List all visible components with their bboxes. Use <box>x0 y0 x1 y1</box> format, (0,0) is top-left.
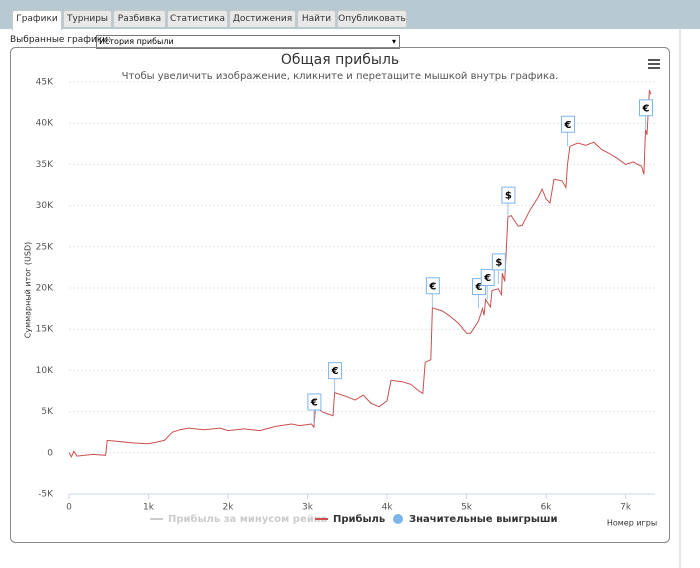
y-tick-label: -5K <box>38 490 54 500</box>
flag-label: € <box>310 397 318 408</box>
x-tick-label: 4k <box>382 503 394 513</box>
flag-label: $ <box>505 191 512 202</box>
flag: € <box>480 269 495 300</box>
x-tick-label: 1k <box>143 503 155 513</box>
x-axis-title: Номер игры <box>607 519 657 528</box>
legend-label: Прибыль <box>333 513 385 525</box>
legend-symbol <box>393 514 403 524</box>
tab[interactable]: Статистика <box>167 10 228 27</box>
x-tick-label: 5k <box>461 503 473 513</box>
flag-box <box>425 277 440 295</box>
flag: € <box>561 115 576 147</box>
flag: € <box>638 99 653 130</box>
flag: € <box>425 277 440 308</box>
tab[interactable]: Найти <box>297 10 336 27</box>
y-tick-label: 45K <box>36 78 54 88</box>
flag-box <box>491 253 506 271</box>
tab[interactable]: Графики <box>12 10 62 30</box>
chart-frame <box>10 47 670 543</box>
legend-label: Значительные выигрыши <box>409 514 558 525</box>
flag-box <box>501 186 516 204</box>
y-tick-label: 0 <box>47 448 53 458</box>
chart-title: Общая прибыль <box>281 52 399 68</box>
flag-label: € <box>483 273 491 284</box>
flag-box <box>328 362 343 380</box>
tab[interactable]: Турниры <box>63 10 112 27</box>
flag-label: € <box>428 281 436 292</box>
flag-box <box>638 99 653 117</box>
flag-box <box>307 393 322 411</box>
flag: $ <box>491 253 506 284</box>
x-tick-label: 2k <box>223 503 235 513</box>
x-tick-label: 6k <box>541 503 553 513</box>
y-tick-label: 40K <box>36 119 54 129</box>
flag-label: $ <box>495 257 502 268</box>
flag-box <box>561 115 576 133</box>
selector-value: История прибыли <box>99 37 174 46</box>
x-tick-label: 0 <box>66 503 72 513</box>
flag-label: € <box>331 366 339 377</box>
y-tick-label: 30K <box>36 201 54 211</box>
tab[interactable]: Разбивка <box>113 10 166 27</box>
y-tick-label: 25K <box>36 242 54 252</box>
y-tick-label: 15K <box>36 325 54 335</box>
dropdown-arrow: ▾ <box>391 37 396 46</box>
y-tick-label: 35K <box>36 160 54 170</box>
flag-box <box>480 269 495 287</box>
tab[interactable]: Достижения <box>229 10 296 27</box>
flag-label: € <box>475 282 483 293</box>
x-tick-label: 7k <box>620 503 632 513</box>
selector-label: Выбранные графики: <box>10 35 112 45</box>
y-tick-label: 5K <box>41 407 54 417</box>
flag: € <box>307 393 322 424</box>
flag: $ <box>501 186 516 218</box>
legend-label: Прибыль за минусом рейка <box>168 513 327 525</box>
flag-label: € <box>641 103 649 114</box>
y-axis-title: Суммарный итог (USD) <box>24 242 33 339</box>
menu-button[interactable] <box>647 58 661 70</box>
selector[interactable]: История прибыли ▾ <box>96 35 400 49</box>
tab[interactable]: Опубликовать <box>337 10 407 27</box>
flag: € <box>328 362 343 393</box>
profit-line <box>68 90 652 459</box>
x-tick-label: 3k <box>302 503 314 513</box>
y-tick-label: 20K <box>36 284 54 294</box>
chart-subtitle: Чтобы увеличить изображение, кликните и … <box>122 71 559 82</box>
flag-label: € <box>564 120 572 131</box>
y-tick-label: 10K <box>36 366 54 376</box>
